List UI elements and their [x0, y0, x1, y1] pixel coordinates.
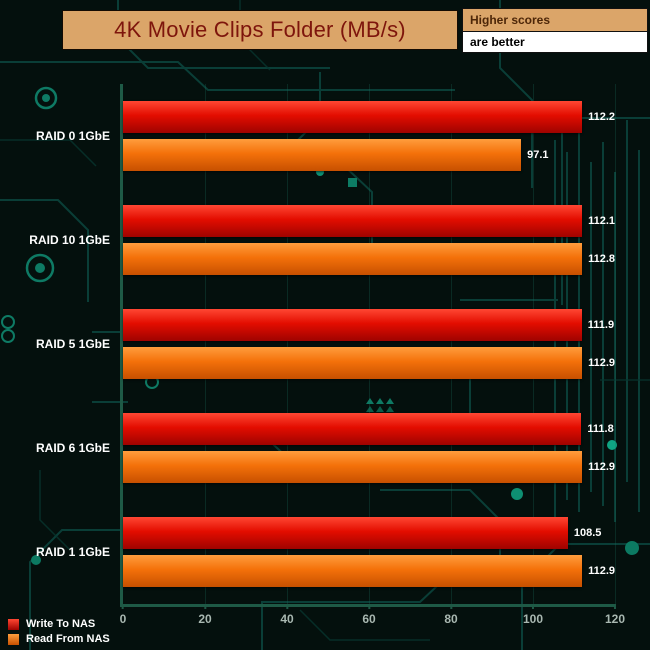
grid-line	[451, 84, 452, 604]
tick-label: 0	[119, 612, 127, 626]
bar-row: 112.1	[123, 205, 615, 237]
gridlines	[123, 84, 616, 604]
legend-swatch-write-to-nas	[8, 618, 19, 630]
x-tick: 40	[280, 604, 294, 626]
bar-read-from-nas	[123, 347, 583, 379]
tick-mark	[614, 604, 616, 609]
tick-label: 100	[522, 612, 544, 626]
bar-read-from-nas	[123, 243, 583, 275]
bar-read-from-nas	[123, 451, 583, 483]
grid-line	[369, 84, 370, 604]
bar-row: 112.8	[123, 243, 615, 275]
bar-group: RAID 5 1GbE 111.9 112.9	[36, 309, 615, 379]
tick-mark	[203, 604, 206, 609]
category-label: RAID 5 1GbE	[35, 337, 110, 351]
bar-rows: RAID 0 1GbE 112.2 97.1 RAID 10 1GbE 112.1 112…	[29, 84, 615, 604]
value-label: 112.9	[588, 461, 615, 473]
category-label: RAID 6 1GbE	[35, 441, 110, 455]
bar-row: 112.2	[123, 101, 615, 133]
category-label: RAID 10 1GbE	[29, 233, 110, 247]
value-label: 112.8	[588, 253, 615, 265]
bar-read-from-nas	[123, 555, 583, 587]
bar-group: RAID 10 1GbE 112.1 112.8	[29, 205, 615, 275]
legend-swatch-read-from-nas	[8, 633, 19, 645]
value-label: 112.2	[588, 111, 615, 123]
bar-row: 112.9	[123, 451, 615, 483]
bar-row: 97.1	[123, 139, 615, 171]
tick-mark	[532, 604, 534, 609]
x-tick: 60	[362, 604, 376, 626]
bar-row: 112.9	[123, 347, 615, 379]
tick-mark	[367, 604, 370, 609]
bar-write-to-nas	[123, 413, 582, 445]
grid-line	[205, 84, 206, 604]
value-label: 112.9	[588, 357, 615, 369]
tick-label: 20	[198, 612, 212, 626]
grid-line	[287, 84, 288, 604]
note-box: Higher scores are better	[462, 8, 648, 53]
legend-item: Write To NAS	[8, 618, 110, 630]
legend-label: Write To NAS	[26, 618, 96, 630]
value-label: 108.5	[573, 527, 602, 539]
tick-mark	[449, 604, 452, 609]
tick-label: 60	[362, 612, 376, 626]
bar-row: 111.9	[123, 309, 615, 341]
x-tick: 0	[119, 604, 127, 626]
bar-row: 108.5	[123, 517, 615, 549]
tick-mark	[285, 604, 288, 609]
tick-label: 40	[280, 612, 294, 626]
legend-item: Read From NAS	[8, 633, 110, 645]
bar-read-from-nas	[123, 139, 522, 171]
tick-mark	[122, 604, 124, 609]
bar-group: RAID 6 1GbE 111.8 112.9	[36, 413, 615, 483]
value-label: 111.8	[587, 423, 614, 435]
x-tick: 80	[444, 604, 458, 626]
value-label: 111.9	[587, 319, 615, 331]
tick-label: 80	[444, 612, 458, 626]
bar-row: 112.9	[123, 555, 615, 587]
legend: Write To NAS Read From NAS	[8, 618, 110, 645]
x-tick: 20	[198, 604, 212, 626]
bar-write-to-nas	[123, 517, 568, 549]
x-axis: 0 20 40 60 80 100 120	[119, 604, 625, 636]
bar-row: 111.8	[123, 413, 615, 445]
bar-write-to-nas	[123, 101, 583, 133]
category-label: RAID 0 1GbE	[35, 129, 110, 143]
bar-group: RAID 0 1GbE 112.2 97.1	[36, 101, 615, 171]
x-tick: 120	[605, 604, 625, 626]
note-higher-scores: Higher scores	[462, 8, 648, 32]
value-label: 112.1	[588, 215, 615, 227]
note-are-better: are better	[462, 32, 648, 53]
value-label: 112.9	[588, 565, 615, 577]
category-label: RAID 1 1GbE	[35, 545, 110, 559]
bar-write-to-nas	[123, 309, 582, 341]
chart-title: 4K Movie Clips Folder (MB/s)	[62, 10, 458, 50]
legend-label: Read From NAS	[26, 633, 110, 645]
grid-line	[615, 84, 616, 604]
x-tick: 100	[523, 604, 543, 626]
bar-write-to-nas	[123, 205, 583, 237]
value-label: 97.1	[527, 149, 549, 161]
chart-title-text: 4K Movie Clips Folder (MB/s)	[114, 17, 406, 42]
grid-line	[533, 84, 534, 604]
bar-group: RAID 1 1GbE 108.5 112.9	[36, 517, 615, 587]
plot-area: RAID 0 1GbE 112.2 97.1 RAID 10 1GbE 112.1 112…	[29, 84, 625, 626]
tick-label: 120	[604, 612, 626, 626]
